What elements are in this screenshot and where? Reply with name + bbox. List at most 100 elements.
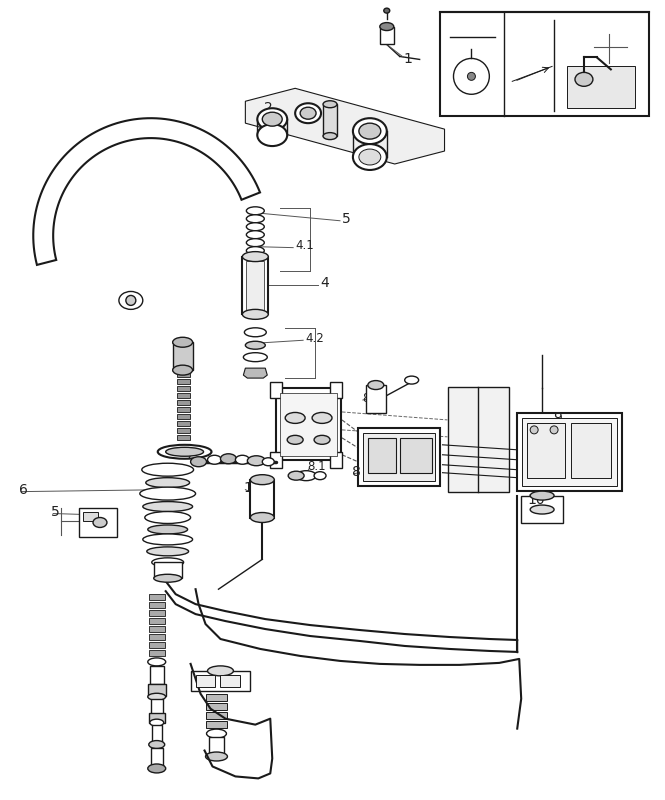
Ellipse shape bbox=[250, 474, 274, 485]
Bar bbox=[149, 642, 165, 648]
Text: 3: 3 bbox=[376, 156, 384, 170]
Bar bbox=[150, 666, 164, 684]
Circle shape bbox=[126, 295, 136, 306]
Ellipse shape bbox=[285, 413, 305, 423]
Bar bbox=[205, 721, 227, 728]
Bar bbox=[177, 379, 190, 384]
Bar bbox=[323, 104, 337, 136]
Text: 8.1: 8.1 bbox=[307, 460, 326, 474]
Ellipse shape bbox=[158, 445, 211, 458]
Text: 7: 7 bbox=[186, 446, 194, 461]
Ellipse shape bbox=[147, 547, 189, 556]
Bar bbox=[177, 428, 190, 433]
Text: 11: 11 bbox=[243, 481, 261, 494]
Ellipse shape bbox=[148, 525, 188, 534]
Text: 60-75: 60-75 bbox=[509, 79, 539, 90]
Ellipse shape bbox=[93, 518, 107, 527]
Ellipse shape bbox=[323, 101, 337, 108]
Bar bbox=[380, 26, 394, 45]
Ellipse shape bbox=[242, 310, 268, 319]
Bar bbox=[149, 602, 165, 608]
Ellipse shape bbox=[314, 435, 330, 444]
Bar bbox=[205, 712, 227, 718]
Bar bbox=[527, 423, 565, 478]
Text: 8: 8 bbox=[352, 465, 361, 478]
Ellipse shape bbox=[575, 72, 593, 86]
Bar bbox=[205, 694, 227, 701]
Bar bbox=[276, 388, 341, 460]
Bar bbox=[400, 438, 432, 473]
Ellipse shape bbox=[148, 764, 166, 773]
Text: 4.1: 4.1 bbox=[295, 239, 314, 252]
Ellipse shape bbox=[148, 694, 166, 700]
Ellipse shape bbox=[235, 455, 249, 464]
Ellipse shape bbox=[295, 103, 321, 123]
Circle shape bbox=[467, 72, 475, 80]
Text: 10: 10 bbox=[527, 493, 545, 506]
Ellipse shape bbox=[246, 222, 264, 230]
Bar bbox=[149, 634, 165, 640]
Ellipse shape bbox=[353, 118, 387, 144]
Bar bbox=[149, 713, 165, 722]
Ellipse shape bbox=[247, 456, 265, 466]
Ellipse shape bbox=[149, 741, 165, 749]
Bar bbox=[154, 562, 182, 578]
Text: 2: 2 bbox=[264, 102, 273, 115]
Bar bbox=[270, 452, 282, 468]
Bar bbox=[177, 407, 190, 412]
Bar bbox=[79, 507, 117, 538]
Ellipse shape bbox=[262, 112, 282, 126]
Circle shape bbox=[550, 426, 558, 434]
Bar bbox=[151, 747, 163, 767]
Ellipse shape bbox=[359, 149, 381, 165]
Circle shape bbox=[530, 426, 538, 434]
Ellipse shape bbox=[245, 342, 265, 350]
Bar bbox=[246, 261, 264, 310]
Polygon shape bbox=[245, 88, 444, 164]
Ellipse shape bbox=[191, 457, 207, 466]
Ellipse shape bbox=[146, 478, 190, 488]
Ellipse shape bbox=[323, 133, 337, 139]
Bar bbox=[177, 386, 190, 391]
Bar bbox=[149, 626, 165, 632]
Ellipse shape bbox=[296, 470, 316, 481]
Bar bbox=[270, 382, 282, 398]
Text: 4.2: 4.2 bbox=[305, 332, 324, 345]
Ellipse shape bbox=[246, 246, 264, 254]
Bar bbox=[448, 387, 509, 492]
Ellipse shape bbox=[405, 376, 419, 384]
Ellipse shape bbox=[173, 365, 193, 375]
Bar bbox=[440, 12, 648, 116]
Ellipse shape bbox=[246, 214, 264, 222]
Ellipse shape bbox=[262, 458, 274, 466]
Ellipse shape bbox=[166, 447, 203, 456]
Ellipse shape bbox=[150, 719, 164, 726]
Text: 12: 12 bbox=[459, 18, 484, 37]
Bar bbox=[205, 702, 227, 710]
Bar bbox=[368, 438, 396, 473]
Bar bbox=[522, 418, 617, 486]
Bar bbox=[149, 650, 165, 656]
Ellipse shape bbox=[312, 413, 332, 423]
Bar bbox=[363, 433, 434, 481]
Bar bbox=[250, 480, 274, 518]
Bar bbox=[191, 671, 250, 690]
Bar bbox=[358, 428, 440, 486]
Ellipse shape bbox=[143, 502, 193, 511]
Ellipse shape bbox=[207, 455, 221, 464]
Ellipse shape bbox=[257, 108, 287, 130]
Ellipse shape bbox=[380, 22, 394, 30]
Bar bbox=[177, 400, 190, 405]
Bar bbox=[151, 698, 163, 714]
Bar bbox=[177, 414, 190, 419]
Bar bbox=[177, 435, 190, 440]
Ellipse shape bbox=[173, 338, 193, 347]
Bar bbox=[242, 257, 268, 314]
Ellipse shape bbox=[242, 252, 268, 262]
Bar bbox=[521, 495, 563, 523]
Ellipse shape bbox=[142, 463, 194, 476]
Bar bbox=[177, 372, 190, 377]
Ellipse shape bbox=[246, 230, 264, 238]
Text: 9: 9 bbox=[553, 411, 562, 425]
Ellipse shape bbox=[154, 574, 182, 582]
